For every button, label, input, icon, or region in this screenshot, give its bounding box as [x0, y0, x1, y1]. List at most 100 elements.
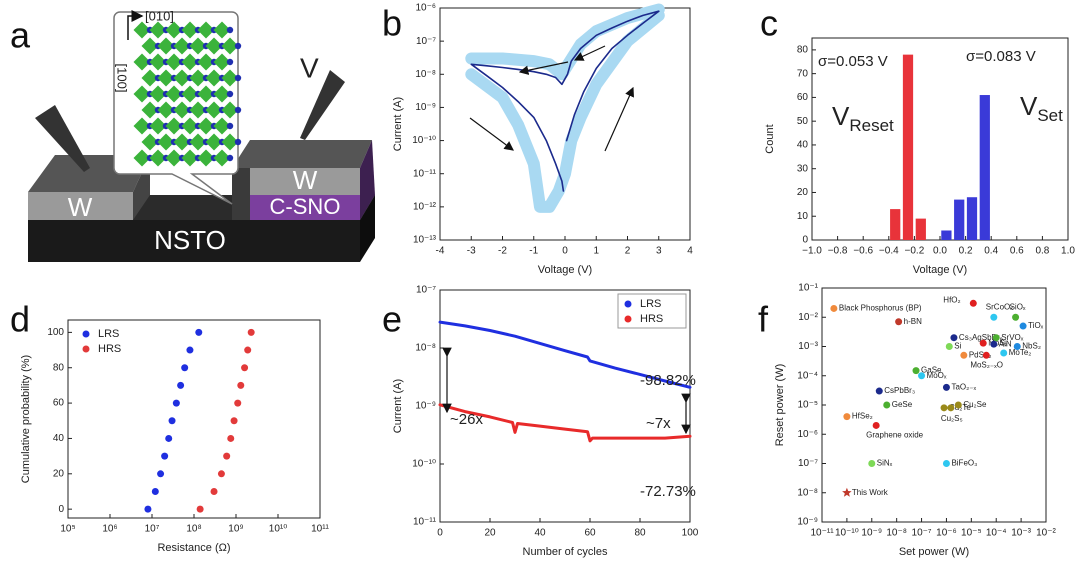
point: [868, 460, 876, 467]
octahedron: [133, 85, 151, 103]
star-point: [842, 487, 852, 497]
arrow: [573, 45, 606, 61]
y-tick-label: 10⁻⁹: [797, 517, 818, 528]
point: [165, 434, 173, 442]
x-tick-label: 10⁻⁴: [986, 528, 1007, 539]
series-line: [470, 10, 660, 192]
point: [1000, 349, 1008, 357]
octahedron: [221, 69, 239, 87]
electrode-label: W: [68, 192, 93, 222]
bar: [902, 54, 914, 240]
x-tick-label: 0.8: [1035, 246, 1049, 257]
atom: [234, 74, 242, 82]
x-tick-label: 0.4: [984, 246, 998, 257]
bar: [915, 218, 926, 240]
y-tick-label: 10⁻¹⁰: [412, 459, 436, 470]
series-line: [465, 3, 665, 81]
y-tick-label: 10⁻⁷: [416, 285, 436, 296]
x-tick-label: 100: [682, 528, 699, 539]
atom: [226, 122, 234, 130]
y-tick-label: 80: [53, 362, 65, 373]
atom: [234, 42, 242, 50]
x-tick-label: 10⁻⁵: [961, 528, 982, 539]
y-tick-label: 10⁻⁸: [415, 343, 436, 354]
point: [244, 346, 252, 354]
bar: [979, 95, 990, 240]
x-tick-label: −0.6: [853, 246, 873, 257]
x-tick-label: 10⁻³: [1011, 528, 1031, 539]
octahedron: [197, 149, 215, 167]
octahedron: [189, 101, 207, 119]
point: [247, 328, 255, 336]
octahedron: [205, 101, 223, 119]
x-tick-label: -4: [436, 246, 445, 257]
point-label: Cu₂S₅: [941, 414, 963, 423]
legend-marker: [624, 315, 632, 323]
x-tick-label: 1.0: [1061, 246, 1075, 257]
x-tick-label: 10⁵: [60, 524, 75, 535]
y-tick-label: 0: [58, 504, 64, 515]
point-label: MoS₂: [988, 338, 1008, 347]
octahedron: [173, 101, 191, 119]
point: [157, 470, 165, 478]
x-tick-label: 0: [562, 246, 568, 257]
x-tick-label: -2: [498, 246, 507, 257]
x-tick-label: 10⁹: [228, 524, 243, 535]
point: [883, 401, 891, 409]
octahedron: [181, 149, 199, 167]
point: [830, 304, 838, 312]
schematic: a [010] [100] V W W C-SNO NSTO: [10, 8, 375, 262]
point: [843, 413, 851, 421]
point-label: Si: [954, 342, 961, 351]
point-label: CsPbBr₃: [884, 386, 915, 395]
x-tick-label: −0.8: [828, 246, 848, 257]
y-tick-label: 20: [797, 187, 809, 198]
arrow: [469, 117, 514, 151]
x-tick-label: −0.2: [905, 246, 925, 257]
point: [942, 460, 950, 467]
octahedron: [213, 85, 231, 103]
point-label: Cs₃AgSbBr₆: [959, 333, 1003, 342]
atom: [234, 138, 242, 146]
point: [918, 372, 926, 380]
point-label: GeSe: [892, 400, 913, 409]
y-tick-label: 10⁻¹³: [413, 235, 437, 246]
y-tick-label: 60: [797, 92, 809, 103]
y-tick-label: 40: [797, 140, 809, 151]
y-tick-label: 70: [797, 68, 809, 79]
y-axis-label: Current (A): [392, 97, 404, 151]
x-axis-label: Set power (W): [899, 546, 969, 558]
x-tick-label: 10⁻⁶: [936, 528, 957, 539]
point: [982, 351, 990, 359]
point: [990, 313, 998, 321]
point: [969, 299, 977, 307]
annotation-subscript: Set: [1037, 106, 1063, 125]
point-label: TiOₓ: [1028, 321, 1044, 330]
y-axis-label: Cumulative probability (%): [20, 355, 32, 483]
atom: [226, 26, 234, 34]
octahedron: [165, 117, 183, 135]
x-axis-label: Number of cycles: [523, 546, 608, 558]
y-tick-label: 100: [47, 327, 64, 338]
point: [1013, 343, 1021, 350]
point: [151, 487, 159, 495]
y-tick-label: 10⁻¹: [798, 283, 818, 294]
point-label: HfSe₂: [852, 412, 873, 421]
point-label: AlN: [999, 339, 1012, 348]
point-label: Black Phosphorus (BP): [839, 304, 922, 313]
y-tick-label: 10⁻⁵: [797, 400, 818, 411]
annotation: σ=0.053 V: [818, 53, 888, 70]
point: [227, 434, 235, 442]
legend-marker: [624, 300, 632, 308]
legend-marker: [82, 345, 90, 353]
octahedron: [197, 85, 215, 103]
y-tick-label: 10⁻³: [798, 341, 818, 352]
x-tick-label: 10⁻¹⁰: [835, 528, 859, 539]
atom: [226, 58, 234, 66]
y-tick-label: 10⁻⁷: [416, 36, 436, 47]
bar: [954, 199, 965, 240]
point: [230, 417, 238, 425]
annotation: ~7x: [646, 415, 671, 432]
point: [947, 404, 955, 412]
y-axis-label: Current (A): [392, 379, 404, 433]
